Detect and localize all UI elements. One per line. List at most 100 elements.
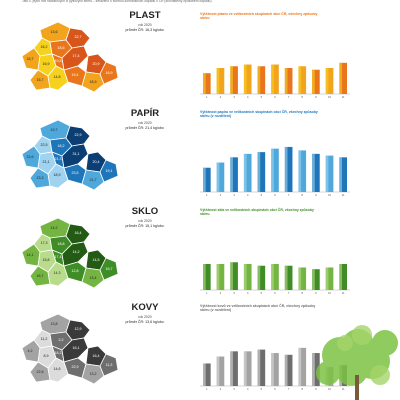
chart-category-label: 9 (315, 95, 317, 99)
chart-bar-highlight (216, 68, 220, 94)
chart-category-label: 7 (288, 291, 290, 295)
chart-bar (284, 68, 293, 94)
chart-category-label: 2 (220, 387, 222, 391)
chart-bar-highlight (216, 356, 220, 386)
region-value-label: 8,9 (44, 354, 49, 358)
chart-bar (230, 262, 238, 290)
chart-bar (284, 265, 293, 290)
chart-bar (325, 68, 334, 94)
chart-category-label: 3 (233, 95, 235, 99)
chart-bar (203, 73, 211, 94)
region-value-label: 12,9 (75, 327, 82, 331)
chart-category-label: 2 (220, 193, 222, 197)
chart-bar-highlight (271, 148, 274, 192)
chart-category-label: 7 (288, 387, 290, 391)
region-shape (29, 167, 51, 189)
region-value-label: 21,3 (55, 157, 62, 161)
chart-bar (203, 264, 211, 290)
chart-category-label: 5 (261, 291, 263, 295)
chart-bar-highlight (216, 264, 220, 290)
material-average: průměr ČR: 15,1 kg/obv. (125, 224, 165, 228)
region-map-plast: 13,6 16,2 18,6 22,7 15,7 16,9 19,5 17,4 15,7 14,8… (21, 21, 350, 99)
material-average: průměr ČR: 21,4 kg/obv. (125, 126, 165, 130)
chart-bar-highlight (284, 265, 288, 290)
chart-bar (243, 64, 252, 94)
region-value-label: 19,1 (106, 169, 113, 173)
region-value-label: 13,8 (51, 322, 58, 326)
region-value-label: 18,2 (55, 351, 62, 355)
material-year: rok 2020 (138, 219, 152, 223)
region-value-label: 14,5 (93, 258, 100, 262)
chart-category-label: 8 (302, 95, 304, 99)
chart-bar (203, 363, 211, 386)
region-value-label: 20,9 (93, 62, 100, 66)
chart-bar (339, 62, 347, 94)
material-row-sklo: 14,2 17,3 18,8 16,4 14,1 15,8 17,4 14,2 16,7 14,3… (0, 204, 400, 300)
region-value-label: 31,1 (73, 152, 80, 156)
chart-bar (339, 264, 347, 290)
chart-category-label: 1 (206, 193, 208, 197)
chart-bar-highlight (230, 157, 233, 192)
region-value-label: 14,2 (51, 226, 58, 230)
region-value-label: 19,7 (51, 128, 58, 132)
region-value-label: 22,9 (75, 133, 82, 137)
region-value-label: 15,7 (27, 57, 34, 61)
region-shape (21, 339, 41, 363)
region-value-label: 15,7 (37, 78, 44, 82)
chart-bar-highlight (216, 162, 220, 192)
chart-category-label: 2 (220, 95, 222, 99)
chart-bar-highlight (271, 264, 274, 290)
chart-bar-highlight (339, 264, 343, 290)
chart-bar-highlight (203, 73, 206, 94)
region-value-label: 11,3 (106, 363, 113, 367)
region-value-label: 18,9 (54, 173, 61, 177)
material-year: rok 2020 (138, 315, 152, 319)
chart-title: Výtěžnost plastu ve velikostních skupiná… (200, 12, 318, 21)
chart-title: Výtěžnost kovů ve velikostních skupinách… (200, 304, 316, 313)
material-average: průměr ČR: 16,3 kg/obv. (125, 28, 165, 32)
chart-category-label: 4 (247, 291, 249, 295)
chart-category-label: 8 (302, 387, 304, 391)
region-shape (29, 265, 51, 287)
region-value-label: 22,6 (37, 370, 44, 374)
region-value-label: 14,3 (54, 271, 61, 275)
chart-bar (216, 162, 225, 192)
region-value-label: 18,6 (58, 46, 65, 50)
material-title: SKLO (131, 206, 159, 217)
region-value-label: 18,2 (58, 144, 65, 148)
chart-bar (230, 351, 238, 386)
chart-bar-highlight (284, 68, 288, 94)
region-shape (99, 61, 119, 85)
region-value-label: 16,4 (75, 231, 82, 235)
chart-category-label: 7 (288, 193, 290, 197)
chart-bar-highlight (203, 363, 206, 386)
material-year: rok 2020 (138, 121, 152, 125)
region-shape (99, 159, 119, 183)
chart-category-label: 4 (247, 193, 249, 197)
material-row-plast: 13,6 16,2 18,6 22,7 15,7 16,9 19,5 17,4 15,7 14,8… (0, 8, 400, 104)
material-year: rok 2020 (138, 23, 152, 27)
chart-category-label: 6 (274, 193, 276, 197)
chart-bar-highlight (312, 353, 315, 386)
region-shape (21, 243, 41, 267)
region-value-label: 23,3 (37, 176, 44, 180)
chart-bar-highlight (230, 262, 233, 290)
chart-bar-highlight (243, 64, 247, 94)
chart-category-label: 8 (302, 291, 304, 295)
material-row-papir: 19,7 22,5 18,2 22,9 22,6 21,1 21,3 31,1 23,3 18,9… (0, 106, 400, 202)
chart-category-label: 3 (233, 193, 235, 197)
chart-category-label: 10 (328, 291, 331, 295)
chart-bar (257, 349, 266, 386)
chart-category-label: 1 (206, 291, 208, 295)
chart-bar (243, 351, 252, 386)
region-value-label: 17,3 (41, 241, 48, 245)
chart-bar-highlight (271, 353, 274, 386)
chart-bar (312, 353, 320, 386)
chart-bar (271, 64, 279, 94)
chart-bar-highlight (243, 351, 247, 386)
region-value-label: 16,9 (106, 71, 113, 75)
region-value-label: 13,2 (90, 372, 97, 376)
material-average: průměr ČR: 13,6 kg/obv. (125, 320, 165, 324)
region-shape (29, 69, 51, 91)
region-value-label: 19,4 (72, 73, 79, 77)
